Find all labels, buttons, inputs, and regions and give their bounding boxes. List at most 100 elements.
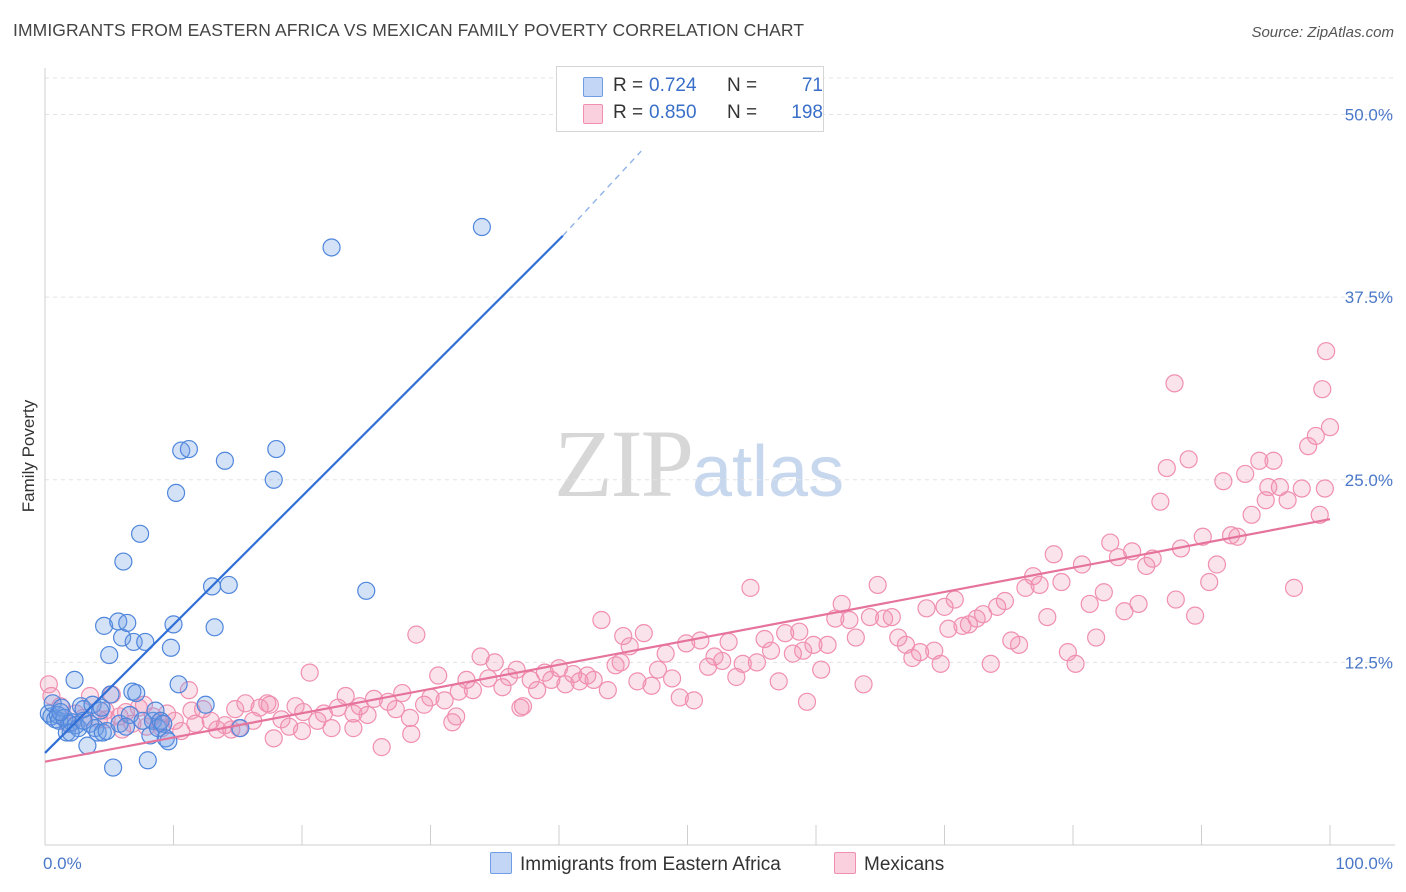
- mexicans-point: [783, 644, 802, 663]
- mexicans-point: [1264, 451, 1283, 470]
- mexicans-point: [264, 729, 283, 748]
- mexicans-point: [292, 721, 312, 741]
- eastern-africa-point: [114, 552, 133, 571]
- mexicans-point: [1193, 527, 1212, 546]
- eastern-africa-point: [322, 238, 341, 257]
- eastern-africa-point: [267, 439, 286, 459]
- mexicans-point: [642, 676, 661, 695]
- mexicans-point: [719, 632, 738, 652]
- mexicans-point: [447, 707, 466, 726]
- mexicans-point: [790, 622, 809, 641]
- y-tick-label: 25.0%: [1345, 471, 1393, 490]
- mexicans-point: [1030, 575, 1049, 595]
- mexicans-point: [648, 660, 668, 679]
- mexicans-point: [511, 698, 530, 717]
- eastern-africa-point: [133, 711, 152, 730]
- mexicans-point: [939, 619, 958, 638]
- mexicans-point: [981, 654, 1000, 673]
- mexicans-point: [598, 681, 617, 700]
- mexicans-point: [556, 675, 575, 694]
- mexicans-point: [1306, 426, 1325, 446]
- mexicans-point: [794, 641, 813, 660]
- mexicans-point: [846, 628, 865, 647]
- bottom-legend-swatch-eastern-africa: [490, 852, 512, 874]
- mexicans-point: [840, 610, 859, 630]
- mexicans-point: [372, 738, 391, 757]
- eastern-africa-point: [231, 719, 250, 738]
- eastern-africa-point: [71, 697, 91, 716]
- eastern-africa-point: [161, 638, 181, 657]
- eastern-africa-point: [166, 483, 186, 503]
- mexicans-point: [1052, 572, 1071, 592]
- mexicans-point: [1207, 555, 1227, 574]
- eastern-africa-point: [179, 439, 199, 459]
- legend-r-label: R =: [613, 102, 644, 123]
- mexicans-point: [1129, 594, 1148, 614]
- mexicans-point: [733, 654, 752, 673]
- mexicans-point: [39, 675, 58, 694]
- mexicans-point: [386, 700, 405, 719]
- mexicans-point: [1087, 628, 1106, 647]
- mexicans-point: [344, 719, 363, 738]
- mexicans-point: [521, 670, 540, 690]
- mexicans-point: [1094, 583, 1113, 602]
- eastern-africa-point: [74, 711, 93, 730]
- mexicans-point: [435, 691, 454, 710]
- eastern-africa-point: [92, 698, 111, 717]
- mexicans-point: [1242, 505, 1261, 524]
- mexicans-point: [1250, 451, 1269, 470]
- mexicans-point: [429, 666, 448, 685]
- mexicans-point: [414, 695, 434, 714]
- legend-n-value: 71: [801, 75, 823, 96]
- mexicans-point: [1115, 602, 1134, 621]
- mexicans-point: [634, 624, 653, 643]
- mexicans-point: [797, 692, 817, 711]
- eastern-africa-point: [205, 618, 224, 637]
- eastern-africa-point: [127, 683, 146, 703]
- mexicans-point: [662, 669, 682, 688]
- legend-r-value: 0.724: [649, 75, 697, 96]
- legend-swatch-eastern-africa: [583, 77, 603, 97]
- mexicans-point: [860, 607, 880, 627]
- watermark-atlas: atlas: [692, 432, 845, 512]
- axes: [44, 68, 1395, 846]
- legend-n-value: 198: [791, 102, 823, 123]
- mexicans-point: [1278, 491, 1297, 510]
- eastern-africa-point: [118, 613, 137, 633]
- eastern-africa-point: [172, 441, 191, 460]
- mexicans-point: [1044, 545, 1063, 564]
- x-tick-label: 0.0%: [43, 854, 82, 873]
- eastern-africa-point: [51, 702, 70, 722]
- mexicans-point: [564, 664, 583, 684]
- mexicans-point: [42, 686, 61, 706]
- mexicans-point: [226, 700, 245, 719]
- eastern-africa-point: [100, 645, 119, 665]
- mexicans-point: [804, 635, 823, 654]
- mexicans-point: [755, 629, 774, 649]
- trend-line-eastern-africa-extension: [562, 150, 642, 237]
- mexicans-point: [917, 599, 936, 618]
- mexicans-point: [776, 624, 795, 643]
- y-tick-label: 12.5%: [1345, 653, 1393, 672]
- mexicans-point: [1299, 437, 1318, 456]
- mexicans-point: [741, 578, 760, 597]
- mexicans-point: [882, 607, 901, 627]
- mexicans-point: [1009, 635, 1029, 654]
- trend-lines: [44, 150, 1331, 763]
- trend-line-mexicans: [44, 518, 1331, 763]
- mexicans-point: [656, 644, 675, 663]
- mexicans-point: [1038, 607, 1057, 627]
- legend-r-label: R =: [613, 75, 644, 96]
- mexicans-point: [1179, 450, 1198, 469]
- eastern-africa-point: [88, 723, 107, 742]
- y-axis-label: Family Poverty: [19, 399, 38, 512]
- mexicans-point: [910, 643, 930, 662]
- eastern-africa-point: [357, 581, 376, 600]
- mexicans-point: [953, 616, 972, 635]
- bottom-legend-swatch-mexicans: [834, 852, 856, 874]
- mexicans-point: [407, 625, 426, 644]
- mexicans-point: [1214, 472, 1233, 491]
- eastern-africa-point: [151, 711, 170, 730]
- mexicans-point: [1320, 418, 1340, 437]
